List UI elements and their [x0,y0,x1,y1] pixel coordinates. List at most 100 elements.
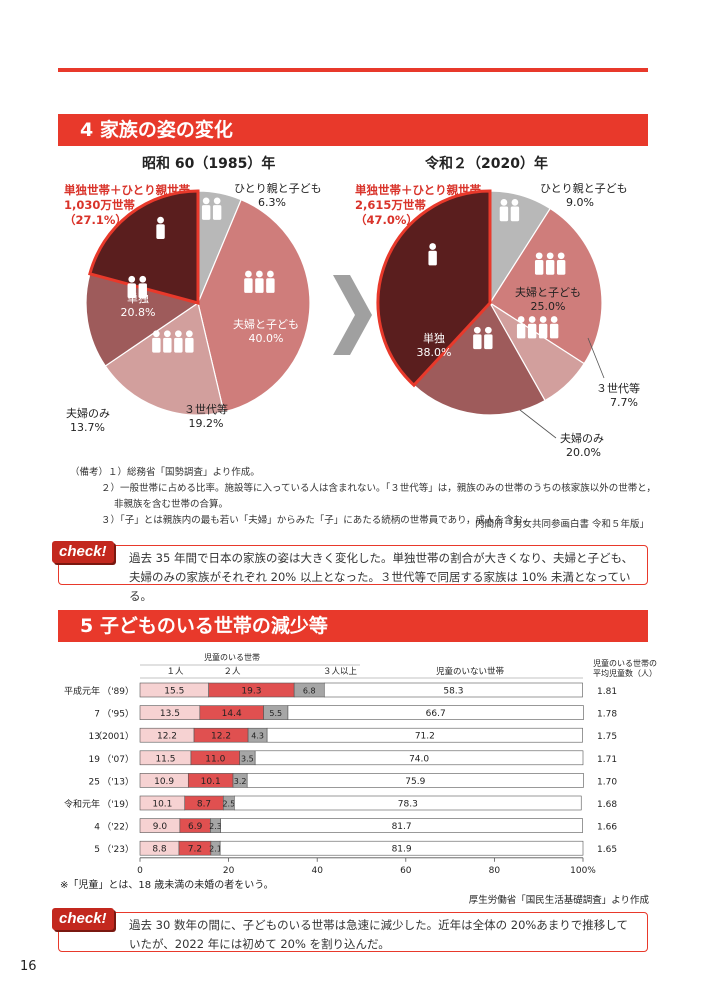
check-text-2: 過去 30 数年の間に、子どものいる世帯は急速に減少した。近年は全体の 20%あ… [129,918,628,951]
pie1-person-icon [128,275,136,283]
pie2-person-icon [556,260,566,275]
pie1-value-2: 19.2% [189,417,224,430]
pie1-person-icon [157,216,164,224]
row-era-label: 令和元年 [64,798,100,810]
pie1-person-icon [255,278,264,293]
bar-segment [266,727,583,743]
avg-children-value: 1.66 [597,823,617,833]
pie1-slice-4 [88,189,200,305]
pie2-person-icon [516,323,526,339]
x-tick-label: 40 [311,866,323,876]
pie2-label-1: 夫婦と子ども [515,285,581,299]
bar-value-label: 2.3 [209,822,222,831]
section4-title: 4 家族の姿の変化 [58,114,648,146]
pie1-value-3: 13.7% [70,421,105,434]
pie2-person-icon [473,334,482,350]
row-era-label: 4 [94,823,100,833]
row-era-label: 19 [89,755,101,765]
pie2-label-4: 単独 [423,331,445,345]
row-year-label: （'95） [102,709,134,720]
section5-note: ※「児童」とは、18 歳未満の未婚の者をいう。 [60,880,274,891]
bar-value-label: 3.2 [234,777,247,786]
pie2-person-icon [538,323,548,339]
check-box-1: 過去 35 年間で日本の家族の姿は大きく変化した。単独世帯の割合が大きくなり、夫… [58,545,648,603]
row-era-label: 5 [94,845,100,855]
pie1-value-4: 20.8% [121,306,156,319]
row-era-label: 13 [89,732,100,742]
pie2-leader-2 [587,337,605,379]
pie1-person-icon [202,197,210,205]
bar-value-label: 11.5 [155,754,175,764]
pie1-person-icon [267,270,274,278]
pie1-highlight: 単独世帯＋ひとり親世帯 1,030万世帯 （27.1%） [64,183,191,227]
x-tick-label: 20 [223,866,235,876]
check-text-1: 過去 35 年間で日本の家族の姿は大きく変化した。単独世帯の割合が大きくなり、夫… [129,551,634,603]
row-year-label: （2001） [93,731,134,742]
pie1-label-0: ひとり親と子ども [234,182,322,195]
arrow-icon [333,275,372,355]
bar-value-label: 81.7 [392,822,412,832]
pie1-person-icon [163,337,172,353]
pie1-label-1: 夫婦と子ども [233,317,299,331]
pie2-value-1: 25.0% [531,300,566,313]
notes: （備考）１）総務省「国勢調査」より作成。 ２）一般世帯に占める比率。施設等に入っ… [70,467,656,526]
pie2-value-0: 9.0% [566,196,594,209]
pie1-person-icon [185,330,193,338]
row-year-label: （'89） [102,686,134,697]
section5-source: 厚生労働省「国民生活基礎調査」より作成 [468,895,649,906]
pie2-person-icon [484,334,493,350]
avg-header: 児童のいる世帯の [593,658,657,668]
bar-value-label: 6.9 [188,822,203,832]
pie2-highlight: 単独世帯＋ひとり親世帯 2,615万世帯 （47.0%） [355,183,482,227]
pie2-person-icon [429,243,437,250]
bar-value-label: 6.8 [303,687,316,696]
bar-segment [246,773,584,788]
bar-value-label: 75.9 [405,777,425,787]
bar-value-label: 7.2 [188,845,202,855]
pie2-person-icon [549,323,559,339]
pie2-person-icon [428,250,437,266]
pie2-value-2: 7.7% [610,396,638,409]
bar-value-label: 78.3 [398,800,418,810]
pie1-label-3: 夫婦のみ [66,406,110,420]
pie2-person-icon [473,326,481,334]
legend-item: ３人以上 [323,667,358,677]
avg-children-value: 1.70 [597,777,617,787]
bar-value-label: 8.7 [197,800,211,810]
pie1-label-2: ３世代等 [184,402,228,416]
row-era-label: 25 [89,777,100,787]
row-year-label: （'07） [102,754,134,765]
legend-item: 児童のいない世帯 [436,666,505,677]
pie2-label-0: ひとり親と子ども [540,182,628,195]
pie1-person-icon [127,283,136,299]
pie2-person-icon [500,198,508,206]
top-rule [58,68,648,72]
pie1-person-icon [174,337,183,353]
bar-value-label: 4.3 [251,732,264,741]
bar-value-label: 74.0 [409,754,429,764]
pie2-person-icon [527,323,537,339]
pie2-person-icon [511,198,519,206]
bar-value-label: 71.2 [415,732,435,742]
legend-item: ２人 [223,667,241,677]
pie-charts: ひとり親と子ども6.3%夫婦と子ども40.0%３世代等19.2%夫婦のみ13.7… [66,182,640,459]
pie2-person-icon [539,316,547,323]
bar-segment [219,840,584,856]
pie2-label-2: ３世代等 [596,381,640,395]
pie1-person-icon [152,337,161,353]
pie1-year: 昭和 60（1985）年 [142,156,276,172]
pie1-person-icon [163,330,171,338]
pie2-person-icon [550,316,558,323]
x-tick-label: 100% [570,866,596,876]
bar-value-label: 3.5 [241,754,254,763]
bar-segment [220,818,583,833]
pie1-person-icon [139,275,147,283]
bar-value-label: 58.3 [443,687,463,697]
row-year-label: （'13） [102,776,134,787]
pie1-person-icon [201,205,211,220]
x-tick-label: 60 [400,866,412,876]
page-number: 16 [20,959,37,974]
pie1-slice-1 [197,198,311,413]
pie1-person-icon [244,278,253,293]
